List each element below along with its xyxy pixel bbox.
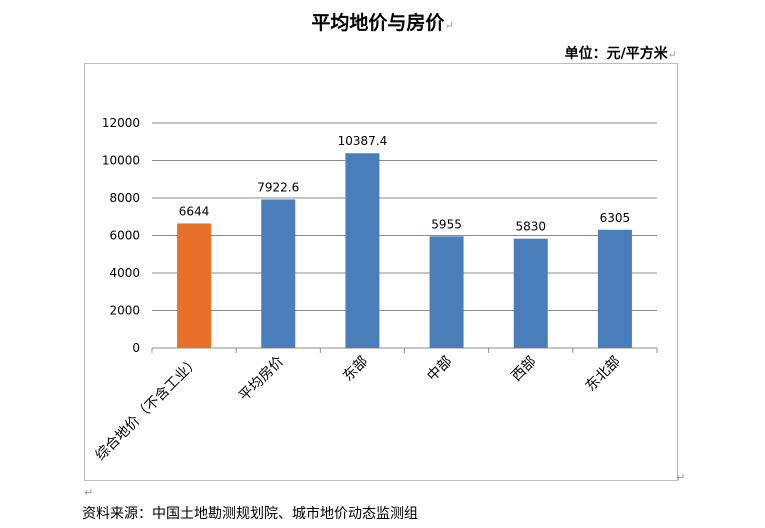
bar (429, 236, 464, 348)
y-tick-label: 4000 (109, 266, 140, 280)
chart-title: 平均地价与房价↵ (0, 8, 765, 35)
source-note-text: 资料来源：中国土地勘测规划院、城市地价动态监测组 (82, 506, 418, 522)
bar (597, 229, 632, 348)
y-tick-label: 2000 (109, 304, 140, 318)
y-tick-label: 0 (132, 341, 140, 355)
paragraph-mark-icon: ↵ (84, 486, 94, 499)
paragraph-mark-icon: ↵ (667, 48, 677, 61)
y-tick-label: 12000 (102, 116, 140, 130)
source-note: 资料来源：中国土地勘测规划院、城市地价动态监测组 (82, 503, 418, 523)
x-tick-label: 综合地价（不含工业） (93, 354, 203, 464)
paragraph-mark-icon: ↵ (444, 19, 454, 32)
chart-frame (84, 63, 678, 481)
unit-label: 单位：元/平方米↵ (565, 43, 677, 63)
y-tick-label: 10000 (102, 154, 140, 168)
x-tick-label: 东部 (340, 354, 371, 385)
y-tick-label: 8000 (109, 191, 140, 205)
x-tick-label: 中部 (424, 354, 455, 385)
bar (177, 223, 212, 348)
bar (345, 153, 380, 348)
data-label: 10387.4 (338, 134, 388, 148)
x-tick-label: 西部 (508, 354, 539, 385)
data-label: 6305 (600, 211, 631, 225)
data-label: 7922.6 (257, 180, 299, 194)
x-tick-label: 东北部 (583, 354, 624, 395)
data-label: 5830 (515, 220, 546, 234)
x-tick-label: 平均房价 (236, 354, 287, 405)
unit-label-text: 单位：元/平方米 (564, 46, 668, 62)
data-label: 5955 (431, 217, 462, 231)
data-label: 6644 (179, 204, 210, 218)
chart-title-text: 平均地价与房价 (311, 12, 445, 34)
bar (513, 238, 548, 348)
paragraph-mark-icon: ↵ (676, 471, 686, 484)
y-tick-label: 6000 (109, 229, 140, 243)
bar (261, 199, 296, 348)
